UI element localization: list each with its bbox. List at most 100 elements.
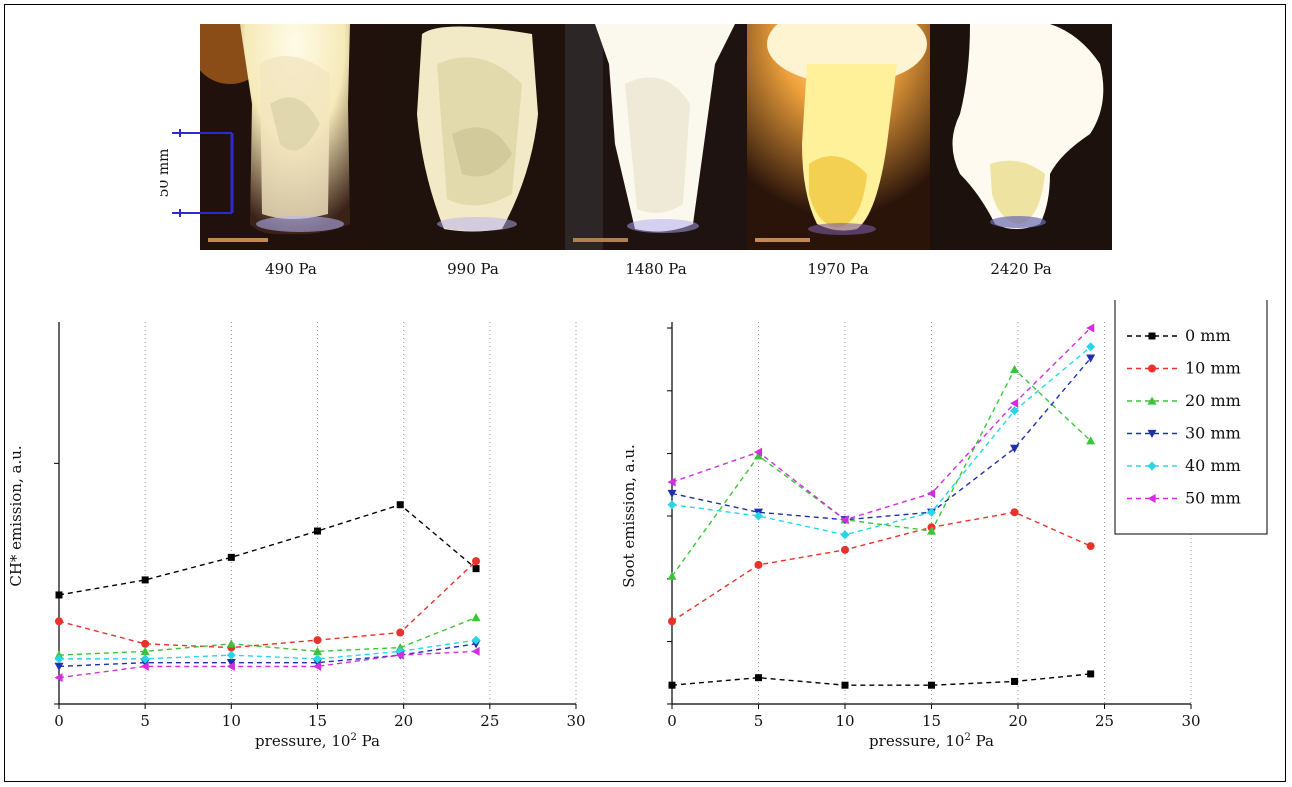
flame-photo-1970 <box>747 24 930 250</box>
data-point <box>471 613 481 622</box>
data-point <box>667 477 676 487</box>
data-point <box>141 576 149 584</box>
data-point <box>754 451 763 460</box>
x-tick-label: 15 <box>308 712 327 730</box>
x-tick-label: 10 <box>222 712 241 730</box>
data-point <box>755 674 762 682</box>
scale-bar-label: 50 mm <box>160 149 172 198</box>
data-point <box>471 635 481 645</box>
legend-label: 10 mm <box>1185 359 1241 378</box>
data-point <box>1010 508 1019 517</box>
series-50-mm <box>54 646 480 683</box>
data-point <box>140 654 150 664</box>
photo-label-1970: 1970 Pa <box>807 260 869 278</box>
data-point <box>754 560 763 569</box>
series-30-mm <box>667 354 1096 525</box>
series-10-mm <box>55 557 481 652</box>
data-point <box>313 654 322 664</box>
data-point <box>928 681 935 689</box>
data-point <box>140 646 150 655</box>
data-point <box>54 673 63 683</box>
data-point <box>55 617 63 626</box>
x-tick-label: 0 <box>667 712 677 730</box>
flame-photo-strip <box>200 24 1112 250</box>
data-point <box>667 571 677 580</box>
series-line <box>58 616 477 656</box>
x-tick-label: 10 <box>835 712 854 730</box>
data-point <box>927 488 936 498</box>
data-point <box>1086 354 1096 363</box>
legend-marker <box>1147 461 1157 471</box>
legend-label: 0 mm <box>1185 326 1231 345</box>
data-point <box>54 654 64 664</box>
data-point <box>226 639 236 648</box>
ch-emission-chart: 0 5 10 15 20 25 30 pressure, 102 Pa CH* emission… <box>7 322 586 750</box>
data-point <box>667 489 677 498</box>
data-point <box>927 526 936 535</box>
photo-label-2420: 2420 Pa <box>990 260 1052 278</box>
x-axis-label: pressure, 102 Pa <box>255 732 380 750</box>
data-point <box>668 681 676 689</box>
data-point <box>471 646 480 656</box>
legend-marker <box>1148 364 1156 373</box>
data-point <box>1010 444 1020 453</box>
series-line <box>671 357 1092 521</box>
data-point <box>55 591 63 599</box>
photo-label-990: 990 Pa <box>447 260 499 278</box>
series-line <box>671 673 1091 686</box>
series-line <box>59 639 477 660</box>
data-point <box>313 661 322 671</box>
data-point <box>141 639 150 648</box>
legend-marker <box>1147 396 1157 405</box>
series-0-mm <box>668 670 1095 689</box>
series-line <box>58 650 477 679</box>
data-point <box>396 628 405 637</box>
flame-photo-1480 <box>565 24 747 250</box>
data-point <box>1086 323 1095 333</box>
series-20-mm <box>54 613 481 659</box>
data-point <box>396 501 404 509</box>
series-line <box>671 327 1092 521</box>
series-line <box>58 560 477 649</box>
data-point <box>313 646 322 655</box>
data-point <box>54 662 64 671</box>
x-tick-label: 30 <box>1181 712 1200 730</box>
data-point <box>313 636 322 645</box>
data-point <box>667 500 677 510</box>
legend-label: 50 mm <box>1185 489 1241 508</box>
series-line <box>58 503 477 596</box>
data-point <box>140 661 149 671</box>
x-tick-label: 25 <box>480 712 499 730</box>
data-point <box>1010 364 1020 373</box>
series-line <box>671 346 1092 536</box>
data-point <box>472 565 480 573</box>
x-tick-label: 20 <box>1008 712 1027 730</box>
flame-photo-990 <box>382 24 565 250</box>
data-point <box>1087 670 1095 678</box>
data-point <box>226 661 235 671</box>
legend-marker <box>1147 429 1157 438</box>
x-tick-label: 20 <box>394 712 413 730</box>
x-tick-label: 0 <box>54 712 64 730</box>
series-line <box>671 511 1091 622</box>
data-point <box>395 650 404 660</box>
series-40-mm <box>54 635 481 664</box>
data-point <box>841 681 849 689</box>
data-point <box>1086 436 1096 445</box>
data-point <box>927 507 936 517</box>
data-point <box>668 617 676 626</box>
data-point <box>840 530 850 540</box>
y-axis-label: Soot emission, a.u. <box>620 444 638 588</box>
data-point <box>472 557 481 566</box>
data-point <box>1011 677 1019 685</box>
data-point <box>1010 398 1019 408</box>
x-tick-label: 5 <box>754 712 764 730</box>
data-point <box>226 659 236 668</box>
legend-label: 30 mm <box>1185 424 1241 443</box>
series-0-mm <box>55 501 480 599</box>
legend-marker <box>1148 332 1156 340</box>
series-10-mm <box>668 508 1095 626</box>
scale-bar: 50 mm <box>160 129 234 217</box>
data-point <box>1086 542 1095 551</box>
y-axis-label: CH* emission, a.u. <box>7 445 25 586</box>
